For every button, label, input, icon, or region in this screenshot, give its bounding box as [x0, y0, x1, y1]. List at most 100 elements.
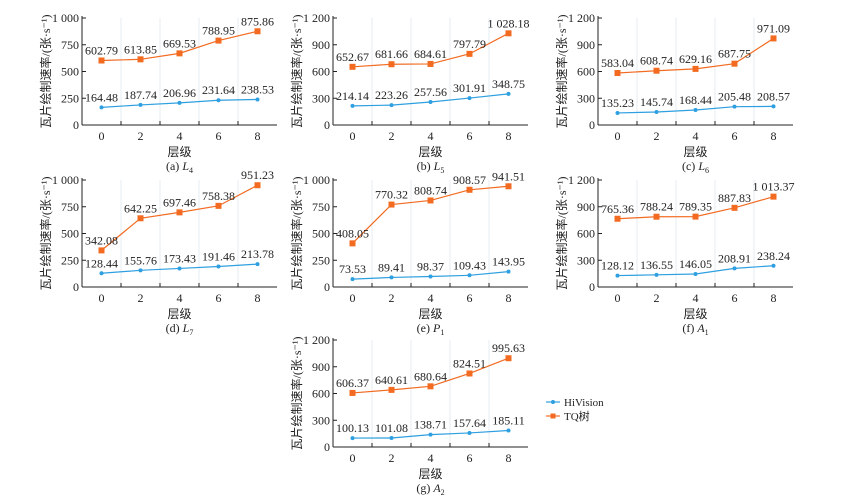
y-tick-label: 0 — [589, 118, 595, 132]
data-point-hivision — [771, 104, 776, 109]
data-point-hivision — [138, 102, 143, 107]
y-tick-label: 250 — [61, 91, 79, 105]
subplot-g: 0 300 600 900 1 200 0 2 4 6 8 层级(g) A2 瓦片绘制速率/(张·s⁻… — [289, 333, 528, 497]
y-tick-label: 1 200 — [303, 333, 330, 347]
data-label: 98.37 — [417, 259, 444, 273]
x-tick-label: 0 — [99, 129, 105, 143]
data-point-hivision — [615, 273, 620, 278]
data-label: 669.53 — [163, 36, 196, 50]
subplot-caption: (c) L6 — [682, 159, 709, 175]
data-label: 173.43 — [163, 251, 196, 265]
data-point-tq — [427, 60, 434, 67]
data-label: 128.44 — [85, 256, 118, 270]
data-point-tq — [176, 209, 183, 216]
y-tick-label: 0 — [324, 118, 330, 132]
data-label: 808.74 — [414, 183, 447, 197]
x-tick-label: 0 — [615, 129, 621, 143]
data-label: 995.63 — [492, 341, 525, 355]
data-point-hivision — [350, 277, 355, 282]
x-axis-label: 层级 — [683, 307, 707, 321]
data-point-hivision — [138, 268, 143, 273]
data-label: 824.51 — [453, 356, 486, 370]
y-axis-label: 瓦片绘制速率/(张·s⁻¹) — [289, 337, 304, 451]
data-point-tq — [427, 383, 434, 390]
data-label: 908.57 — [453, 173, 486, 187]
subplot-f: 0 300 600 900 1 200 0 2 4 6 8 层级(f) A1 瓦片绘制速率/(张·s⁻… — [554, 173, 795, 337]
y-tick-label: 0 — [324, 280, 330, 294]
x-tick-label: 4 — [428, 291, 434, 305]
data-label: 208.57 — [757, 89, 790, 103]
data-label: 640.61 — [375, 373, 408, 387]
x-tick-label: 4 — [693, 291, 699, 305]
data-label: 680.64 — [414, 369, 447, 383]
data-point-hivision — [350, 436, 355, 441]
data-point-tq — [505, 183, 512, 190]
y-tick-label: 500 — [61, 227, 79, 241]
subplot-d: 0 250 500 750 1 000 0 2 4 6 8 层级(d) L7 瓦片绘制速率/(张·s⁻… — [38, 168, 277, 337]
data-label: 128.12 — [601, 259, 634, 273]
data-point-tq — [770, 35, 777, 42]
data-label: 684.61 — [414, 47, 447, 61]
data-point-hivision — [732, 104, 737, 109]
data-label: 164.48 — [85, 90, 118, 104]
data-label: 185.11 — [492, 413, 525, 427]
data-label: 135.23 — [601, 96, 634, 110]
x-tick-label: 6 — [467, 291, 473, 305]
data-label: 583.04 — [601, 56, 634, 70]
x-axis-label: 层级 — [683, 145, 707, 159]
y-tick-label: 750 — [61, 38, 79, 52]
data-point-tq — [349, 63, 356, 70]
data-point-tq — [388, 61, 395, 68]
x-tick-label: 6 — [216, 291, 222, 305]
data-point-hivision — [467, 96, 472, 101]
data-label: 875.86 — [241, 14, 274, 28]
data-label: 697.46 — [163, 195, 196, 209]
y-tick-label: 1 000 — [52, 173, 79, 187]
data-point-tq — [653, 67, 660, 74]
x-tick-label: 2 — [389, 291, 395, 305]
data-point-hivision — [255, 97, 260, 102]
data-label: 951.23 — [241, 168, 274, 182]
data-point-tq — [692, 65, 699, 72]
data-point-tq — [349, 240, 356, 247]
data-point-tq — [692, 213, 699, 220]
data-point-hivision — [350, 103, 355, 108]
x-tick-label: 0 — [615, 291, 621, 305]
data-label: 191.46 — [202, 250, 235, 264]
data-label: 770.32 — [375, 188, 408, 202]
y-tick-label: 600 — [312, 65, 330, 79]
data-label: 205.48 — [718, 90, 751, 104]
x-tick-label: 2 — [654, 291, 660, 305]
data-label: 681.66 — [375, 47, 408, 61]
data-point-tq — [98, 57, 105, 64]
y-tick-label: 300 — [312, 91, 330, 105]
y-tick-label: 600 — [577, 227, 595, 241]
x-tick-label: 4 — [428, 129, 434, 143]
data-label: 223.26 — [375, 88, 408, 102]
y-tick-label: 300 — [577, 253, 595, 267]
x-axis-label: 层级 — [418, 467, 442, 481]
data-point-hivision — [216, 98, 221, 103]
y-tick-label: 250 — [61, 253, 79, 267]
data-label: 613.85 — [124, 42, 157, 56]
data-point-hivision — [177, 266, 182, 271]
data-label: 208.91 — [718, 251, 751, 265]
x-tick-label: 0 — [99, 291, 105, 305]
x-tick-label: 4 — [177, 291, 183, 305]
data-label: 348.75 — [492, 77, 525, 91]
data-point-tq — [614, 215, 621, 222]
data-label: 73.53 — [339, 262, 366, 276]
data-point-tq — [770, 193, 777, 200]
x-tick-label: 8 — [771, 129, 777, 143]
data-label: 687.75 — [718, 47, 751, 61]
data-label: 89.41 — [378, 260, 405, 274]
y-axis-label: 瓦片绘制速率/(张·s⁻¹) — [38, 177, 53, 291]
y-axis-label: 瓦片绘制速率/(张·s⁻¹) — [554, 177, 569, 291]
data-point-hivision — [255, 262, 260, 267]
data-label: 109.43 — [453, 258, 486, 272]
x-tick-label: 4 — [428, 451, 434, 465]
data-label: 788.95 — [202, 24, 235, 38]
data-point-hivision — [732, 266, 737, 271]
data-point-hivision — [615, 110, 620, 115]
y-tick-label: 1 200 — [568, 173, 595, 187]
